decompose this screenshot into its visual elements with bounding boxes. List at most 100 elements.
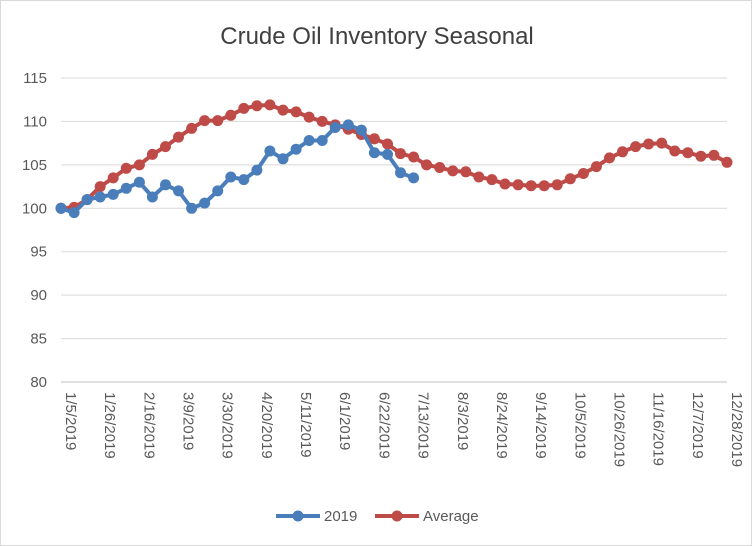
y-tick-label: 110 [23,113,47,130]
data-point [408,172,420,184]
x-tick-label: 3/30/2019 [219,392,236,459]
data-point [382,148,393,160]
y-tick-label: 115 [23,70,47,87]
data-point [395,148,406,160]
x-tick-label: 4/20/2019 [258,392,275,459]
data-point [264,145,276,157]
data-point [120,182,132,194]
data-point [617,146,628,158]
data-point [264,99,276,111]
data-point [94,191,106,203]
data-point [251,164,263,176]
x-tick-label: 5/11/2019 [297,392,314,458]
data-point [447,165,459,177]
data-point [643,138,655,150]
data-point [499,178,511,190]
series-line [59,122,416,215]
data-point [199,197,211,209]
data-point [486,174,498,186]
y-tick-label: 85 [30,331,47,348]
x-tick-label: 2/16/2019 [140,392,157,459]
x-tick-label: 11/16/2019 [650,392,667,466]
data-point [512,179,524,191]
data-point [368,133,380,145]
data-point [81,194,93,206]
data-point [277,153,289,165]
series-2019 [55,119,420,219]
data-point [382,138,393,150]
data-point [604,152,615,164]
data-point [212,185,224,197]
data-point [368,147,380,159]
legend-label: 2019 [324,508,357,525]
data-point [290,143,302,155]
y-tick-label: 80 [30,374,47,391]
data-point [277,104,289,116]
data-point [316,115,328,127]
data-point [695,150,707,162]
legend-marker [391,510,403,522]
y-tick-label: 100 [22,200,47,217]
data-point [55,202,67,214]
x-tick-label: 7/13/2019 [415,392,432,459]
legend: 2019 Average [276,508,479,525]
legend-label: Average [423,508,479,525]
data-point [708,149,720,161]
data-point [434,162,446,173]
data-point [133,176,145,188]
data-point [199,115,211,127]
data-point [212,115,224,127]
data-point [355,124,367,136]
y-tick-label: 105 [22,157,47,174]
data-point [551,179,563,191]
data-point [303,111,315,123]
data-point [120,162,132,174]
data-point [107,188,119,200]
legend-marker [292,510,304,522]
data-point [146,191,158,203]
data-point [460,166,472,178]
data-point [225,109,237,121]
x-tick-label: 9/14/2019 [532,392,549,459]
data-point [173,131,184,143]
data-point [342,119,354,131]
x-tick-label: 8/3/2019 [454,392,471,450]
y-tick-label: 90 [30,287,47,304]
x-tick-label: 3/9/2019 [180,392,197,450]
data-point [225,171,237,183]
series-line [59,102,729,211]
data-point [68,207,80,219]
data-point [146,148,158,160]
data-point [186,122,198,134]
data-point [238,102,250,114]
x-tick-label: 1/5/2019 [62,392,79,450]
data-point [590,161,602,173]
data-point [238,174,250,186]
data-point [564,173,576,185]
data-point [682,147,694,159]
chart-title: Crude Oil Inventory Seasonal [220,23,534,50]
data-point [538,180,550,192]
x-tick-label: 12/28/2019 [728,392,745,467]
data-point [290,106,302,118]
x-tick-label: 10/26/2019 [610,392,627,467]
data-point [251,100,263,112]
x-tick-label: 10/5/2019 [571,392,588,459]
data-point [721,156,733,168]
data-point [303,135,315,146]
data-point [160,141,171,153]
data-point [133,159,145,171]
data-point [395,167,406,179]
x-tick-label: 8/24/2019 [493,392,510,459]
y-tick-label: 95 [30,244,47,261]
data-point [473,171,485,183]
data-point [316,135,328,146]
data-point [160,179,171,191]
data-point [329,122,341,133]
data-point [669,145,681,157]
data-point [107,172,119,184]
data-point [186,202,198,214]
x-tick-label: 6/22/2019 [375,392,392,459]
